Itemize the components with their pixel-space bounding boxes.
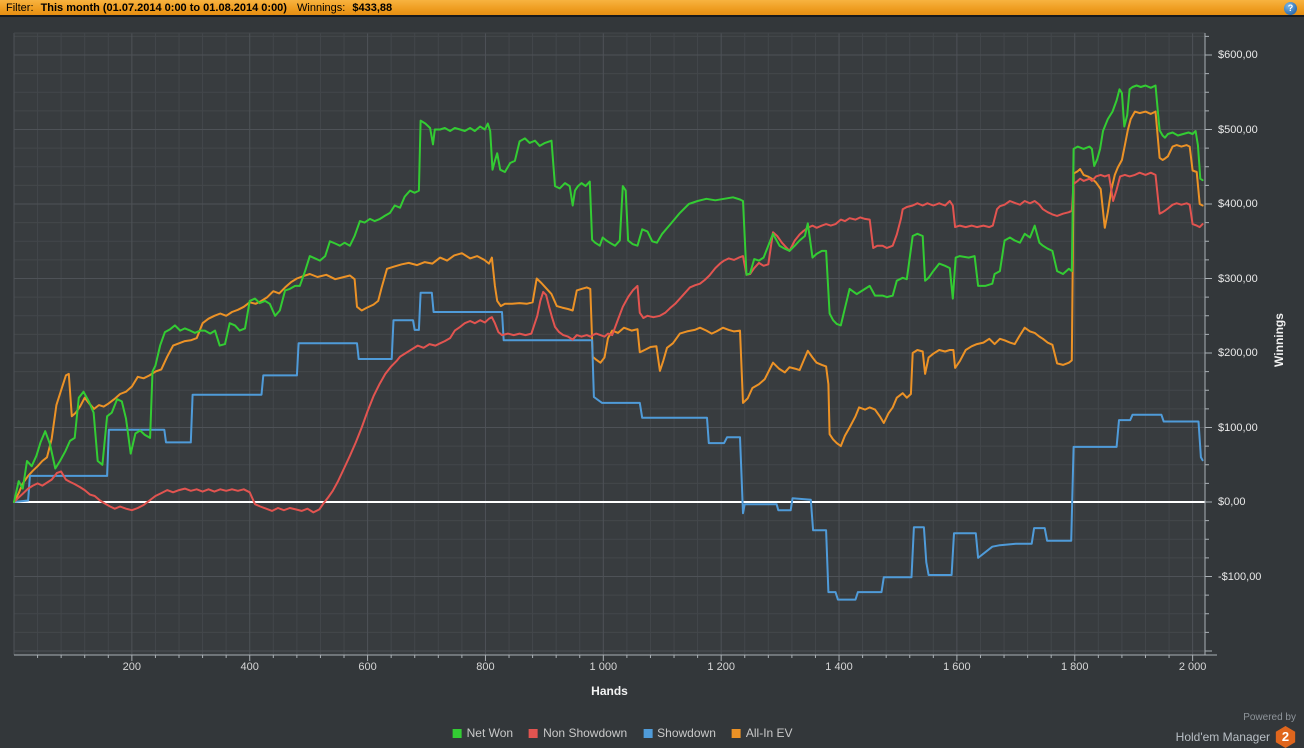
x-tick-label: 1 200	[707, 661, 735, 673]
legend-label: All-In EV	[745, 726, 793, 740]
x-tick-label: 1 000	[589, 661, 618, 673]
winnings-value: $433,88	[352, 2, 393, 14]
series-line-net-won	[13, 84, 1204, 503]
legend-swatch-icon	[452, 728, 462, 738]
powered-by-block: Powered by Hold'em Manager 2	[1176, 712, 1296, 748]
powered-by-text: Powered by	[1243, 712, 1296, 723]
x-tick-label: 1 600	[943, 661, 971, 673]
legend-swatch-icon	[731, 728, 741, 738]
y-tick-label: $200,00	[1218, 347, 1258, 359]
legend-swatch-icon	[529, 728, 539, 738]
legend-label: Showdown	[657, 726, 716, 740]
legend-item-net-won[interactable]: Net Won	[452, 726, 514, 740]
y-tick-label: -$100,00	[1218, 570, 1262, 583]
series-line-non-showdown	[13, 171, 1204, 514]
legend-label: Non Showdown	[543, 726, 628, 740]
legend-item-all-in-ev[interactable]: All-In EV	[731, 726, 793, 740]
x-tick-label: 1 800	[1060, 661, 1089, 673]
x-tick-label: 600	[358, 661, 377, 673]
x-axis-title: Hands	[591, 684, 628, 698]
legend: Net Won Non Showdown Showdown All-In EV	[452, 726, 793, 740]
filter-label: Filter:	[6, 2, 34, 14]
y-tick-label: $600,00	[1218, 49, 1258, 61]
filter-value[interactable]: This month (01.07.2014 0:00 to 01.08.201…	[40, 2, 287, 14]
y-tick-label: $0,00	[1218, 496, 1246, 508]
x-tick-label: 400	[240, 661, 259, 673]
legend-label: Net Won	[466, 726, 514, 740]
y-tick-label: $400,00	[1218, 198, 1258, 210]
x-tick-label: 200	[122, 661, 142, 673]
x-tick-label: 2 000	[1178, 661, 1207, 673]
filter-bar: Filter: This month (01.07.2014 0:00 to 0…	[0, 0, 1304, 17]
brand-name: Hold'em Manager	[1175, 730, 1270, 744]
y-axis-title: Winnings	[1272, 313, 1286, 367]
plot-background	[14, 33, 1205, 655]
x-tick-label: 800	[476, 661, 495, 673]
series-line-showdown	[13, 291, 1204, 601]
legend-item-showdown[interactable]: Showdown	[643, 726, 716, 740]
y-tick-label: $300,00	[1218, 272, 1258, 285]
x-tick-label: 1 400	[825, 661, 853, 673]
y-tick-label: $100,00	[1218, 421, 1258, 434]
winnings-label: Winnings:	[297, 2, 346, 14]
hm2-badge-icon: 2	[1275, 726, 1296, 748]
help-icon[interactable]: ?	[1284, 2, 1297, 15]
series-line-all-in-ev	[13, 110, 1204, 503]
legend-item-non-showdown[interactable]: Non Showdown	[529, 726, 627, 740]
legend-swatch-icon	[643, 728, 653, 738]
y-tick-label: $500,00	[1218, 123, 1258, 136]
